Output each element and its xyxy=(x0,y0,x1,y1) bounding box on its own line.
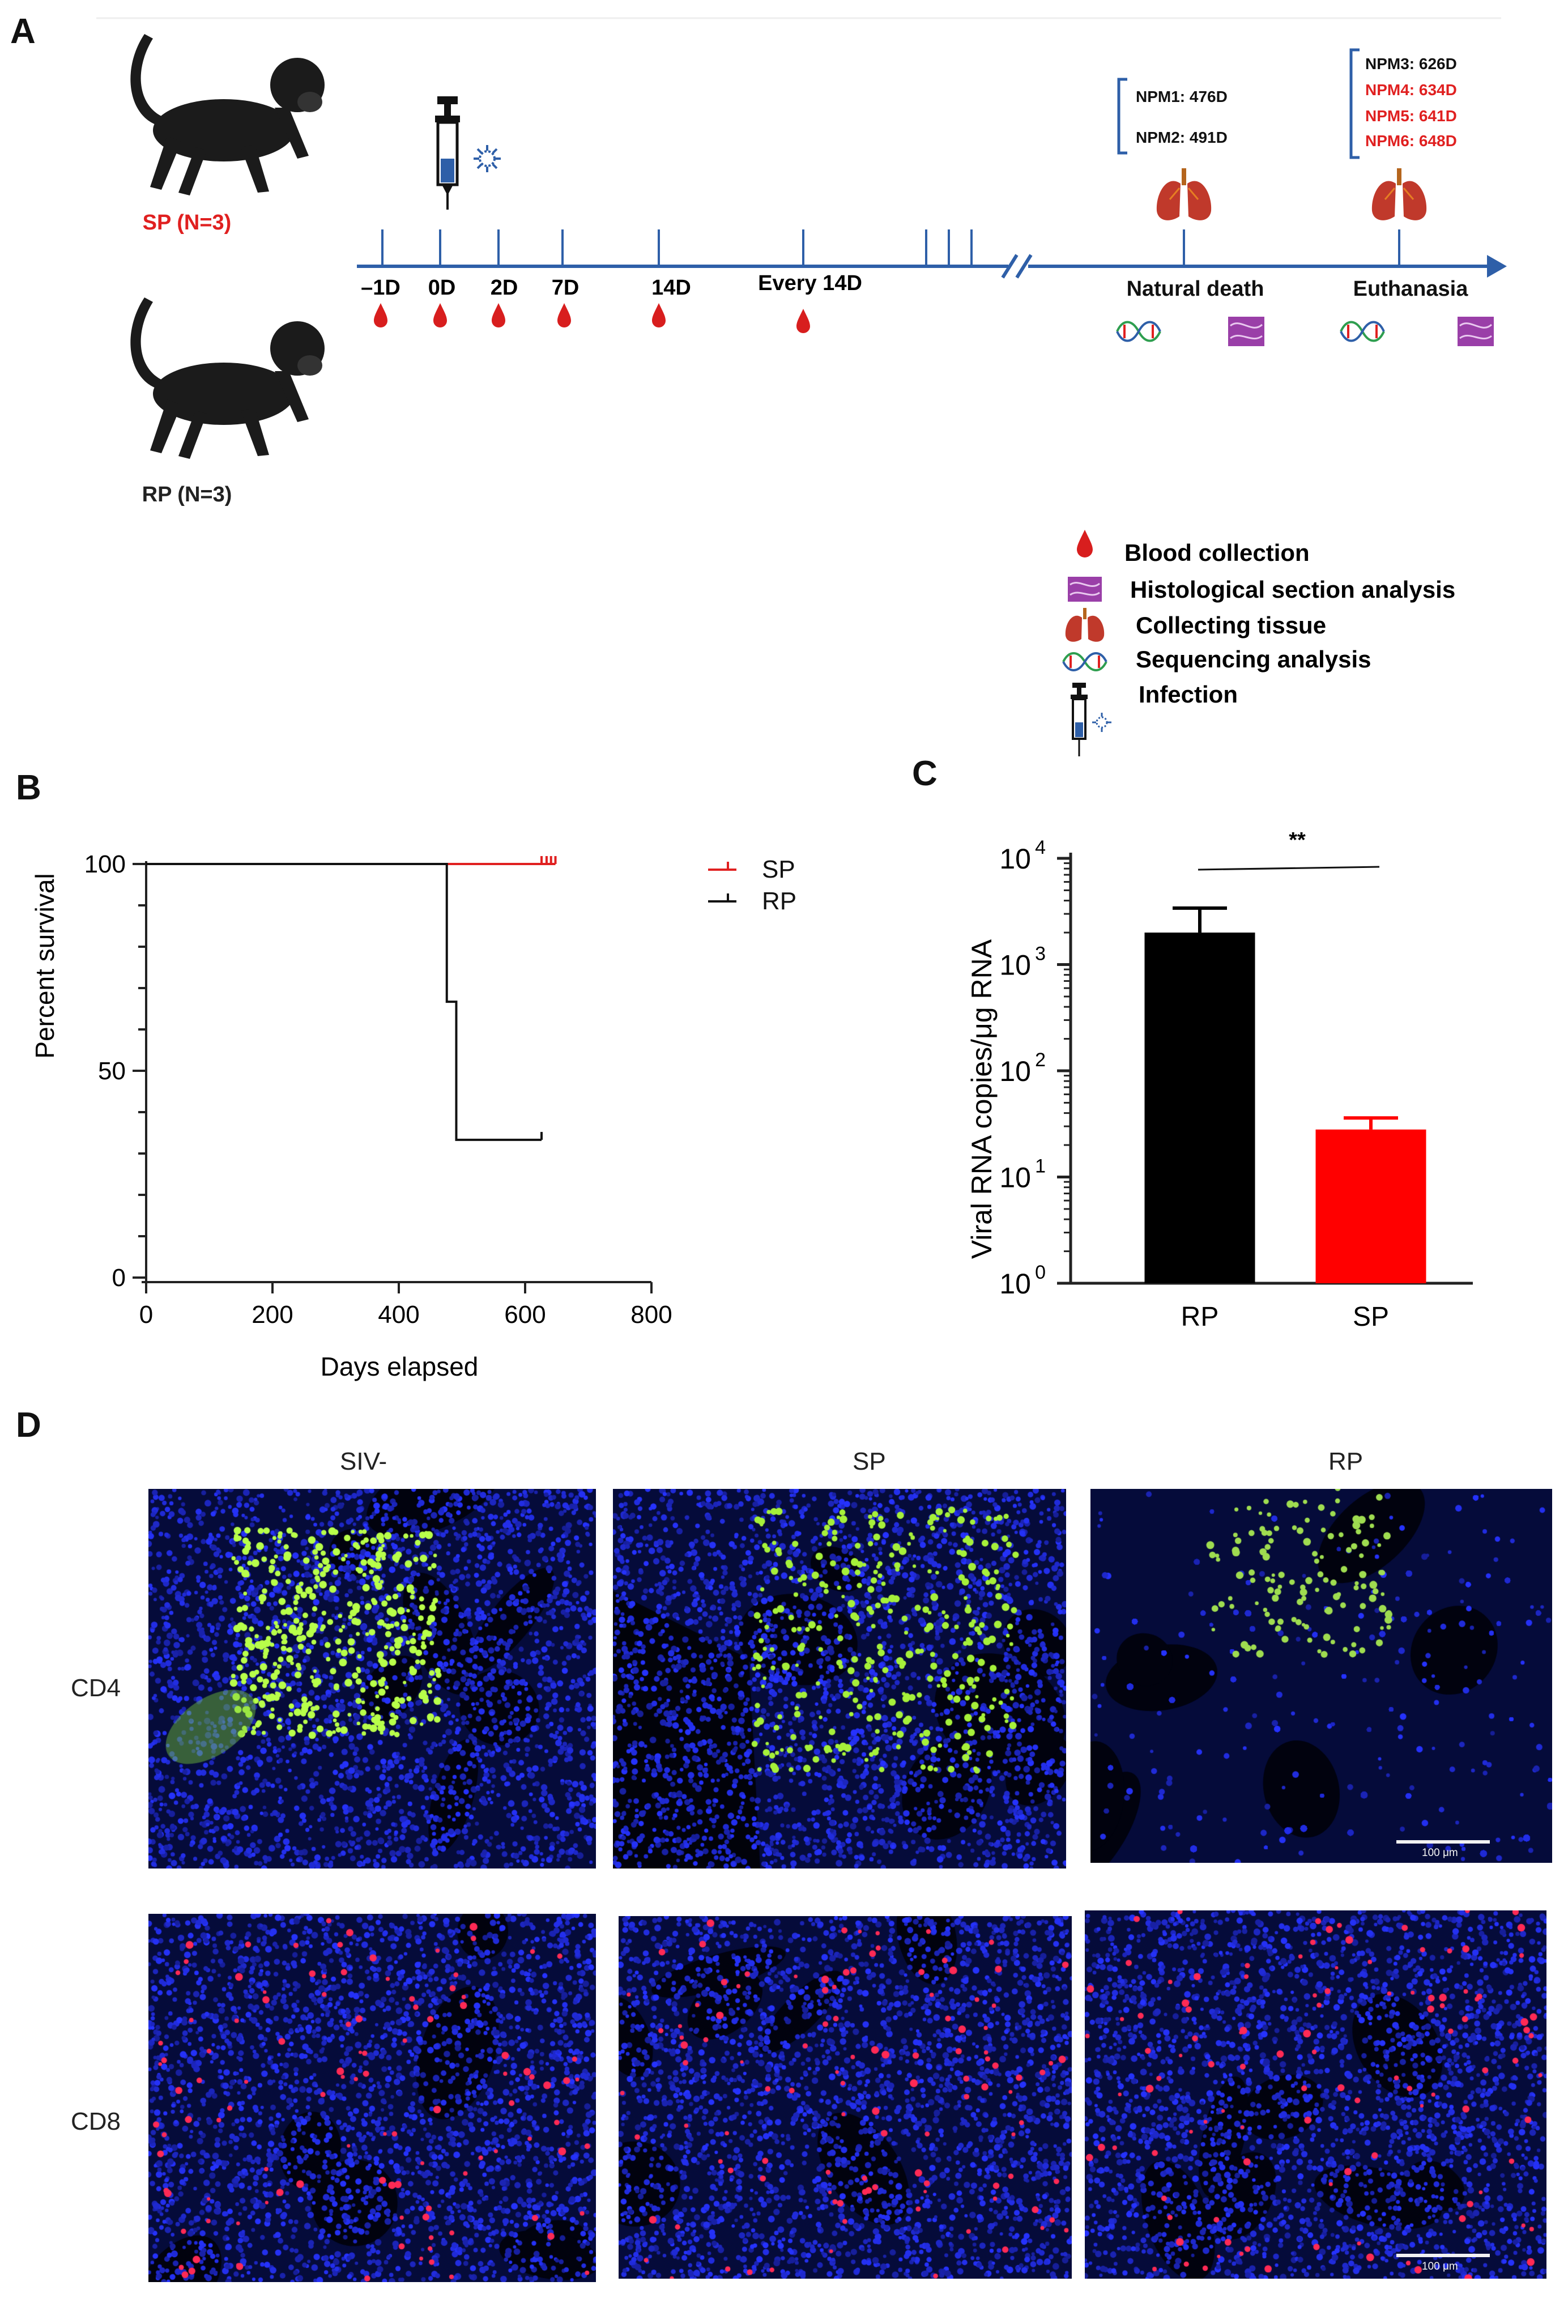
bar-sp xyxy=(1315,1129,1426,1283)
panel-a-timeline: SP (N=3) RP (N=3) –1D 0D 2D 7D 14D Every… xyxy=(96,17,1507,756)
dna-icon xyxy=(1116,321,1161,342)
survival-x-tick-label: 600 xyxy=(504,1301,546,1329)
micrograph-cd8-rp xyxy=(1085,1910,1546,2279)
survival-y-tick-label: 100 xyxy=(84,850,126,878)
micrograph-cd8-siv-neg xyxy=(148,1914,596,2282)
viral-rna-y-tick-exponent: 0 xyxy=(1035,1262,1046,1283)
category-label-rp: RP xyxy=(1181,1302,1219,1332)
micrograph-cd4-sp xyxy=(613,1489,1066,1868)
viral-rna-y-axis-label: Viral RNA copies/μg RNA xyxy=(966,939,998,1259)
npm6-label: NPM6: 648D xyxy=(1365,132,1457,150)
legend-lung-icon xyxy=(1065,608,1105,642)
viral-rna-y-tick-label: 10 xyxy=(999,950,1031,981)
viral-rna-y-tick-label: 10 xyxy=(999,1162,1031,1194)
survival-y-tick-label: 0 xyxy=(112,1264,126,1292)
survival-y-axis-label: Percent survival xyxy=(30,873,59,1058)
scale-bar-label-cd8: 100 μm xyxy=(1422,2261,1458,2272)
blood-drop-icon xyxy=(652,303,666,327)
legend-label-blood: Blood collection xyxy=(1124,539,1310,566)
legend-label-rp: RP xyxy=(762,887,797,915)
legend-label-sp: SP xyxy=(762,855,795,883)
survival-x-tick-label: 400 xyxy=(378,1301,419,1329)
timeline-break-1 xyxy=(1001,254,1019,279)
npm1-label: NPM1: 476D xyxy=(1136,88,1228,105)
survival-x-axis-label: Days elapsed xyxy=(321,1352,479,1381)
viral-rna-y-tick-label: 10 xyxy=(999,843,1031,875)
viral-rna-y-tick-exponent: 3 xyxy=(1035,943,1046,965)
tick-label-every14d: Every 14D xyxy=(758,271,862,295)
npm3-label: NPM3: 626D xyxy=(1365,55,1457,73)
blood-drop-icon xyxy=(374,303,387,327)
tick-label-14d: 14D xyxy=(651,276,691,300)
scale-bar-label-cd4: 100 μm xyxy=(1422,1847,1458,1859)
column-label-rp: RP xyxy=(1328,1448,1364,1475)
timeline-break-2 xyxy=(1015,254,1033,279)
group-label-sp: SP (N=3) xyxy=(143,211,232,235)
survival-x-tick-label: 800 xyxy=(630,1301,672,1329)
viral-rna-y-tick-exponent: 2 xyxy=(1035,1049,1046,1071)
micrograph-cd4-siv-neg xyxy=(148,1489,596,1868)
survival-curve-rp xyxy=(146,863,542,1141)
survival-y-tick-label: 50 xyxy=(98,1057,126,1085)
panel-d-letter: D xyxy=(16,1406,41,1445)
histology-icon xyxy=(1228,317,1264,346)
histology-icon xyxy=(1458,317,1494,346)
legend-label-histology: Histological section analysis xyxy=(1130,576,1455,603)
viral-rna-y-tick-exponent: 1 xyxy=(1035,1156,1046,1177)
row-label-cd4: CD4 xyxy=(71,1674,121,1702)
panel-c-letter: C xyxy=(912,754,938,793)
micrograph-cd4-rp xyxy=(1090,1489,1552,1863)
npm2-label: NPM2: 491D xyxy=(1136,129,1228,146)
scale-bar-cd8 xyxy=(1396,2254,1490,2257)
blood-drop-icon xyxy=(796,309,810,333)
survival-chart: 0 200 400 600 800 0 50 100 Percent survival Day… xyxy=(30,850,736,1381)
timeline-arrowhead xyxy=(1487,255,1507,278)
panel-a-letter: A xyxy=(10,12,36,51)
survival-x-tick-label: 200 xyxy=(252,1301,293,1329)
legend-histology-icon xyxy=(1068,577,1102,602)
event-label-natural-death: Natural death xyxy=(1127,277,1264,301)
viral-rna-y-tick-label: 10 xyxy=(999,1055,1031,1087)
monkey-icon-rp xyxy=(130,297,325,459)
panel-b-letter: B xyxy=(16,768,41,807)
legend-dna-icon xyxy=(1062,652,1107,671)
column-label-siv-neg: SIV- xyxy=(340,1448,387,1475)
lung-icon xyxy=(1156,168,1212,220)
category-label-sp: SP xyxy=(1353,1302,1389,1332)
legend-blood-drop-icon xyxy=(1077,530,1093,557)
lung-icon xyxy=(1371,168,1427,220)
blood-drop-icon xyxy=(433,303,447,327)
legend-label-sequencing: Sequencing analysis xyxy=(1136,646,1371,672)
tick-label-2d: 2D xyxy=(491,276,518,300)
scale-bar-cd4 xyxy=(1396,1840,1490,1844)
tick-label-minus1d: –1D xyxy=(361,276,400,300)
legend-label-tissue: Collecting tissue xyxy=(1136,612,1326,639)
legend-syringe-icon xyxy=(1071,683,1111,756)
monkey-icon-sp xyxy=(130,34,325,195)
legend-label-infection: Infection xyxy=(1139,681,1238,708)
significance-marker: ** xyxy=(1289,828,1306,852)
virus-icon xyxy=(474,145,501,172)
event-label-euthanasia: Euthanasia xyxy=(1353,277,1469,301)
dna-icon xyxy=(1340,321,1385,342)
npm5-label: NPM5: 641D xyxy=(1365,107,1457,125)
viral-rna-y-tick-label: 10 xyxy=(999,1268,1031,1300)
bar-rp xyxy=(1144,933,1255,1283)
row-label-cd8: CD8 xyxy=(71,2108,121,2135)
blood-drop-icon xyxy=(557,303,571,327)
significance-line xyxy=(1198,866,1380,871)
viral-rna-y-tick-exponent: 4 xyxy=(1035,837,1046,858)
syringe-icon xyxy=(435,96,460,210)
blood-drop-icon xyxy=(492,303,505,327)
survival-x-tick-label: 0 xyxy=(139,1301,153,1329)
tick-label-7d: 7D xyxy=(552,276,580,300)
column-label-sp: SP xyxy=(853,1448,886,1475)
tick-label-0d: 0D xyxy=(428,276,456,300)
group-label-rp: RP (N=3) xyxy=(142,483,232,506)
micrograph-cd8-sp xyxy=(619,1916,1072,2279)
npm4-label: NPM4: 634D xyxy=(1365,81,1457,99)
